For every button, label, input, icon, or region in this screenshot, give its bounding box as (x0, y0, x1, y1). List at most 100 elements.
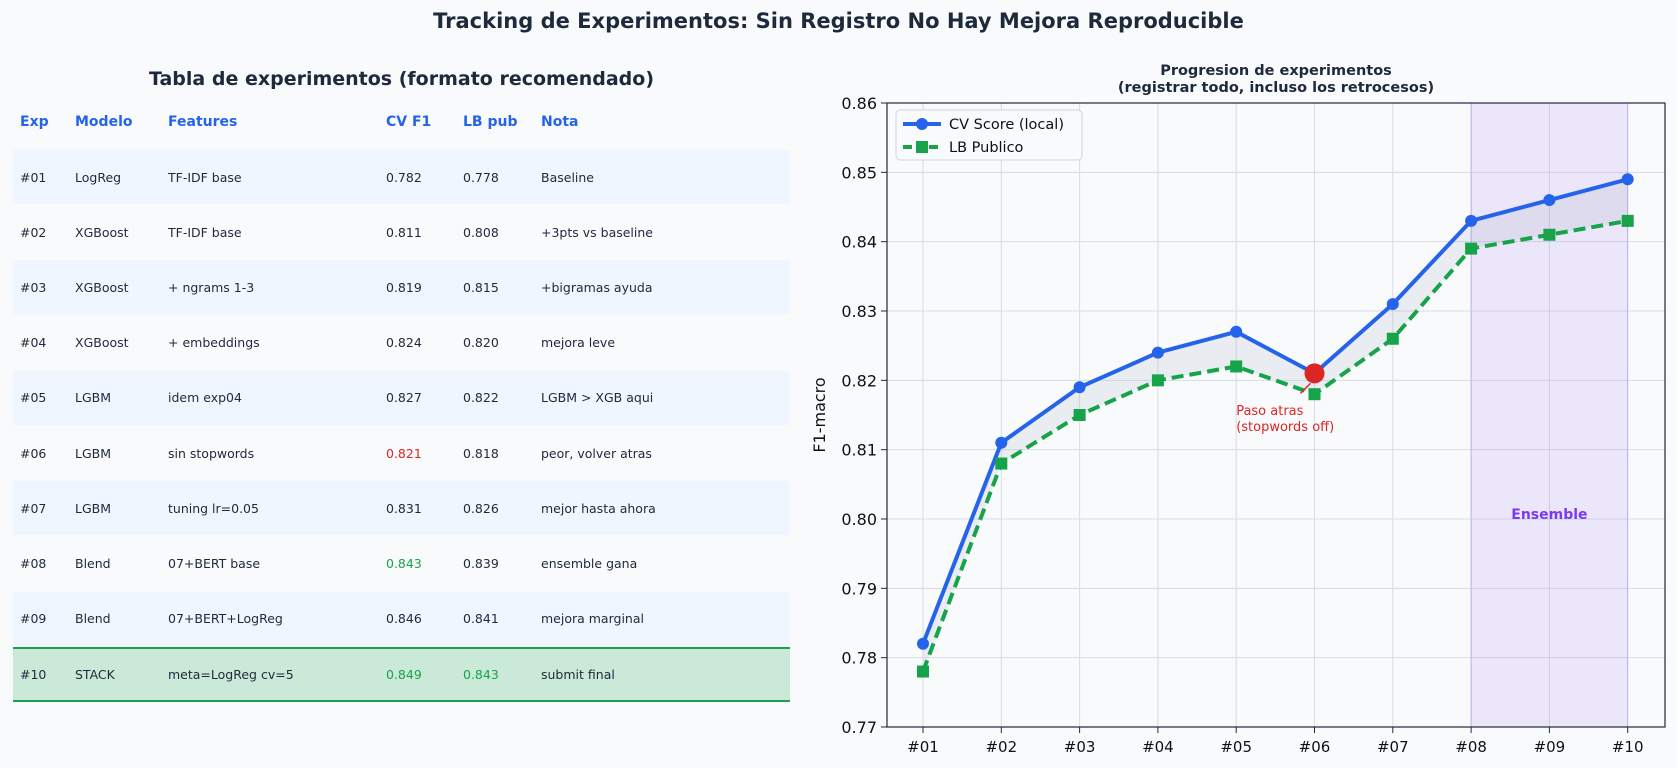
lb-point (1386, 332, 1399, 345)
x-tick-label: #03 (1064, 738, 1096, 756)
features-cell: tuning lr=0.05 (168, 500, 259, 516)
note-cell: ensemble gana (541, 555, 638, 571)
exp-cell: #01 (20, 169, 47, 185)
cv-f1-cell: 0.831 (386, 500, 422, 516)
annotation-text: Paso atras (1236, 404, 1303, 419)
legend-box (895, 109, 1083, 161)
lb-point (1621, 214, 1634, 227)
features-cell: sin stopwords (168, 445, 255, 461)
features-cell: TF-IDF base (168, 169, 242, 185)
cv-f1-cell: 0.811 (386, 224, 422, 240)
table-row: #09 Blend 07+BERT+LogReg 0.846 0.841 mejora m… (13, 591, 790, 646)
cv-point (1151, 346, 1164, 359)
lb-pub-cell: 0.826 (463, 500, 499, 516)
header-features: Features (168, 114, 238, 130)
annotation-text: (stopwords off) (1236, 420, 1334, 435)
y-axis-label: F1-macro (810, 377, 829, 452)
ensemble-region (1471, 103, 1628, 727)
plot-frame (886, 102, 1666, 728)
features-cell: + ngrams 1-3 (168, 279, 255, 295)
chart-title: Progresion de experimentos (1160, 63, 1392, 79)
cv-f1-cell: 0.821 (386, 445, 422, 461)
note-cell: peor, volver atras (541, 445, 652, 461)
model-cell: Blend (75, 555, 111, 571)
y-tick-label: 0.86 (841, 94, 877, 113)
chart-title: (registrar todo, incluso los retrocesos) (1118, 80, 1434, 96)
y-tick-label: 0.83 (841, 302, 877, 321)
note-cell: +bigramas ayuda (541, 279, 653, 295)
legend-marker (916, 118, 928, 130)
cv-f1-cell: 0.819 (386, 279, 422, 295)
table-row: #06 LGBM sin stopwords 0.821 0.818 peor, volv… (13, 426, 790, 480)
x-tick-label: #10 (1612, 738, 1644, 756)
lb-pub-cell: 0.820 (463, 335, 499, 351)
cv-point (1621, 173, 1634, 186)
x-tick-label: #04 (1142, 738, 1174, 756)
exp-cell: #06 (20, 445, 47, 461)
y-tick-label: 0.78 (841, 649, 877, 668)
model-cell: LGBM (75, 500, 112, 516)
note-cell: mejora marginal (541, 611, 644, 627)
legend-marker (916, 141, 928, 153)
cv-point (1386, 298, 1399, 311)
cv-f1-cell: 0.827 (386, 390, 422, 406)
exp-cell: #10 (20, 666, 47, 682)
cv-point (1230, 325, 1243, 338)
exp-cell: #05 (20, 390, 47, 406)
exp-cell: #04 (20, 335, 47, 351)
table-row: #03 XGBoost + ngrams 1-3 0.819 0.815 +bigrama… (13, 260, 790, 315)
model-cell: LGBM (75, 445, 112, 461)
header-exp: Exp (20, 114, 49, 130)
lb-point (917, 665, 929, 678)
cv-point (1543, 194, 1556, 207)
exp-cell: #09 (20, 611, 47, 627)
lb-point (1543, 228, 1556, 241)
lb-point (995, 457, 1008, 470)
ensemble-label: Ensemble (1511, 507, 1587, 523)
x-tick-label: #05 (1220, 738, 1252, 756)
features-cell: 07+BERT+LogReg (168, 611, 283, 627)
exp-cell: #03 (20, 279, 47, 295)
cv-f1-cell: 0.849 (386, 666, 422, 682)
model-cell: STACK (75, 666, 115, 682)
table-row: #08 Blend 07+BERT base 0.843 0.839 ensemble g… (13, 536, 790, 590)
header-lb-pub: LB pub (463, 114, 518, 130)
lb-point (1465, 242, 1478, 255)
y-tick-label: 0.85 (841, 163, 877, 182)
y-tick-label: 0.77 (841, 718, 877, 737)
model-cell: XGBoost (75, 335, 129, 351)
annotation-arrow (1299, 382, 1312, 394)
table-row: #05 LGBM idem exp04 0.827 0.822 LGBM > XGB aq… (13, 370, 790, 425)
header-note: Nota (541, 114, 579, 130)
cv-f1-cell: 0.782 (386, 169, 422, 185)
note-cell: +3pts vs baseline (541, 224, 653, 240)
legend-label: CV Score (local) (949, 117, 1064, 133)
cv-f1-cell: 0.824 (386, 335, 422, 351)
lb-point (1230, 360, 1243, 373)
x-tick-label: #01 (907, 738, 939, 756)
cv-point (917, 637, 929, 650)
lb-pub-cell: 0.839 (463, 555, 499, 571)
y-tick-label: 0.80 (841, 510, 877, 529)
model-cell: XGBoost (75, 279, 129, 295)
x-tick-label: #09 (1534, 738, 1566, 756)
cv-point (1073, 381, 1086, 394)
features-cell: meta=LogReg cv=5 (168, 666, 294, 682)
table-row: #10 STACK meta=LogReg cv=5 0.849 0.843 submit… (13, 646, 790, 702)
model-cell: Blend (75, 611, 111, 627)
exp-cell: #08 (20, 555, 47, 571)
y-tick-label: 0.79 (841, 579, 877, 598)
exp-cell: #02 (20, 224, 47, 240)
lb-point (1151, 374, 1164, 387)
table-title: Tabla de experimentos (formato recomenda… (148, 68, 655, 90)
table-row: #01 LogReg TF-IDF base 0.782 0.778 Baseline (13, 150, 790, 204)
lb-pub-cell: 0.843 (463, 666, 499, 682)
note-cell: Baseline (541, 169, 594, 185)
features-cell: + embeddings (168, 335, 260, 351)
legend-label: LB Publico (949, 140, 1024, 156)
experiment-table: Tabla de experimentos (formato recomenda… (0, 0, 800, 768)
note-cell: LGBM > XGB aqui (541, 390, 654, 406)
y-tick-label: 0.82 (841, 371, 877, 390)
x-tick-label: #07 (1377, 738, 1409, 756)
features-cell: 07+BERT base (168, 555, 261, 571)
